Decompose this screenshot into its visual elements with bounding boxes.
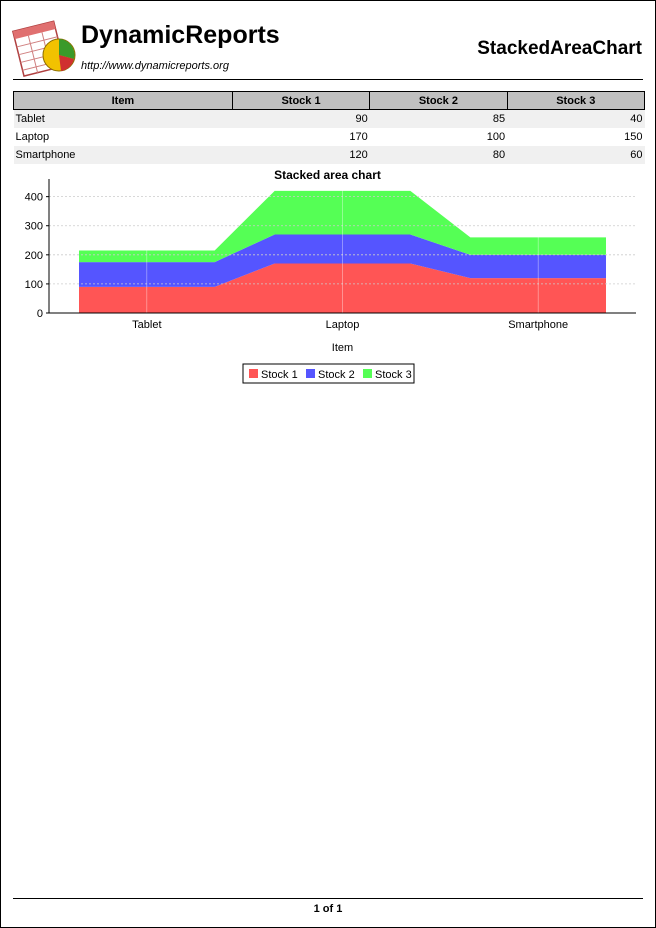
x-category-label: Smartphone — [508, 319, 568, 331]
cell-stock-2: 85 — [369, 109, 508, 128]
legend-swatch-1 — [249, 369, 258, 378]
dynamicreports-logo-icon — [11, 20, 76, 77]
table-row: Laptop 170 100 150 — [14, 128, 645, 146]
chart-legend — [242, 363, 415, 384]
column-header-stock-1: Stock 1 — [231, 91, 371, 110]
legend-label-1: Stock 1 — [261, 369, 298, 381]
brand-url[interactable]: http://www.dynamicreports.org — [81, 60, 229, 72]
data-table: Item Stock 1 Stock 2 Stock 3 Tablet 90 8… — [13, 91, 646, 164]
stacked-area-chart: Stacked area chart 0 100 200 300 400 Tablet Lap… — [25, 168, 636, 384]
cell-stock-3: 40 — [507, 109, 645, 128]
column-header-stock-3: Stock 3 — [506, 91, 646, 110]
cell-item: Tablet — [13, 109, 233, 128]
page-number: 1 of 1 — [313, 903, 343, 915]
header-divider — [13, 79, 643, 80]
cell-stock-3: 60 — [507, 146, 645, 164]
legend-label-3: Stock 3 — [375, 369, 412, 381]
table-row: Smartphone 120 80 60 — [13, 146, 645, 164]
table-row: Tablet 90 85 40 — [13, 109, 645, 128]
cell-stock-1: 90 — [232, 109, 370, 128]
x-category-label: Tablet — [132, 319, 161, 331]
cell-stock-3: 150 — [624, 131, 643, 143]
y-tick-label: 400 — [25, 192, 43, 204]
cell-stock-1: 170 — [349, 131, 368, 143]
column-header-stock-2: Stock 2 — [369, 91, 508, 110]
x-axis-label: Item — [332, 342, 353, 354]
chart-title: Stacked area chart — [274, 168, 381, 182]
cell-stock-2: 80 — [369, 146, 508, 164]
legend-swatch-3 — [363, 369, 372, 378]
legend-label-2: Stock 2 — [318, 369, 355, 381]
cell-item: Smartphone — [13, 146, 233, 164]
y-tick-label: 0 — [37, 308, 43, 320]
x-category-label: Laptop — [326, 319, 360, 331]
brand-name: DynamicReports — [81, 21, 280, 49]
y-tick-label: 100 — [25, 279, 43, 291]
cell-stock-2: 100 — [486, 131, 506, 143]
table-header-row: Item Stock 1 Stock 2 Stock 3 — [13, 91, 646, 110]
cell-stock-1: 120 — [232, 146, 370, 164]
cell-item: Laptop — [15, 131, 50, 143]
y-tick-label: 200 — [25, 250, 43, 262]
report-title: StackedAreaChart — [477, 38, 642, 59]
footer-divider — [13, 898, 643, 899]
y-tick-label: 300 — [25, 221, 43, 233]
legend-swatch-2 — [306, 369, 315, 378]
column-header-item: Item — [13, 91, 233, 110]
